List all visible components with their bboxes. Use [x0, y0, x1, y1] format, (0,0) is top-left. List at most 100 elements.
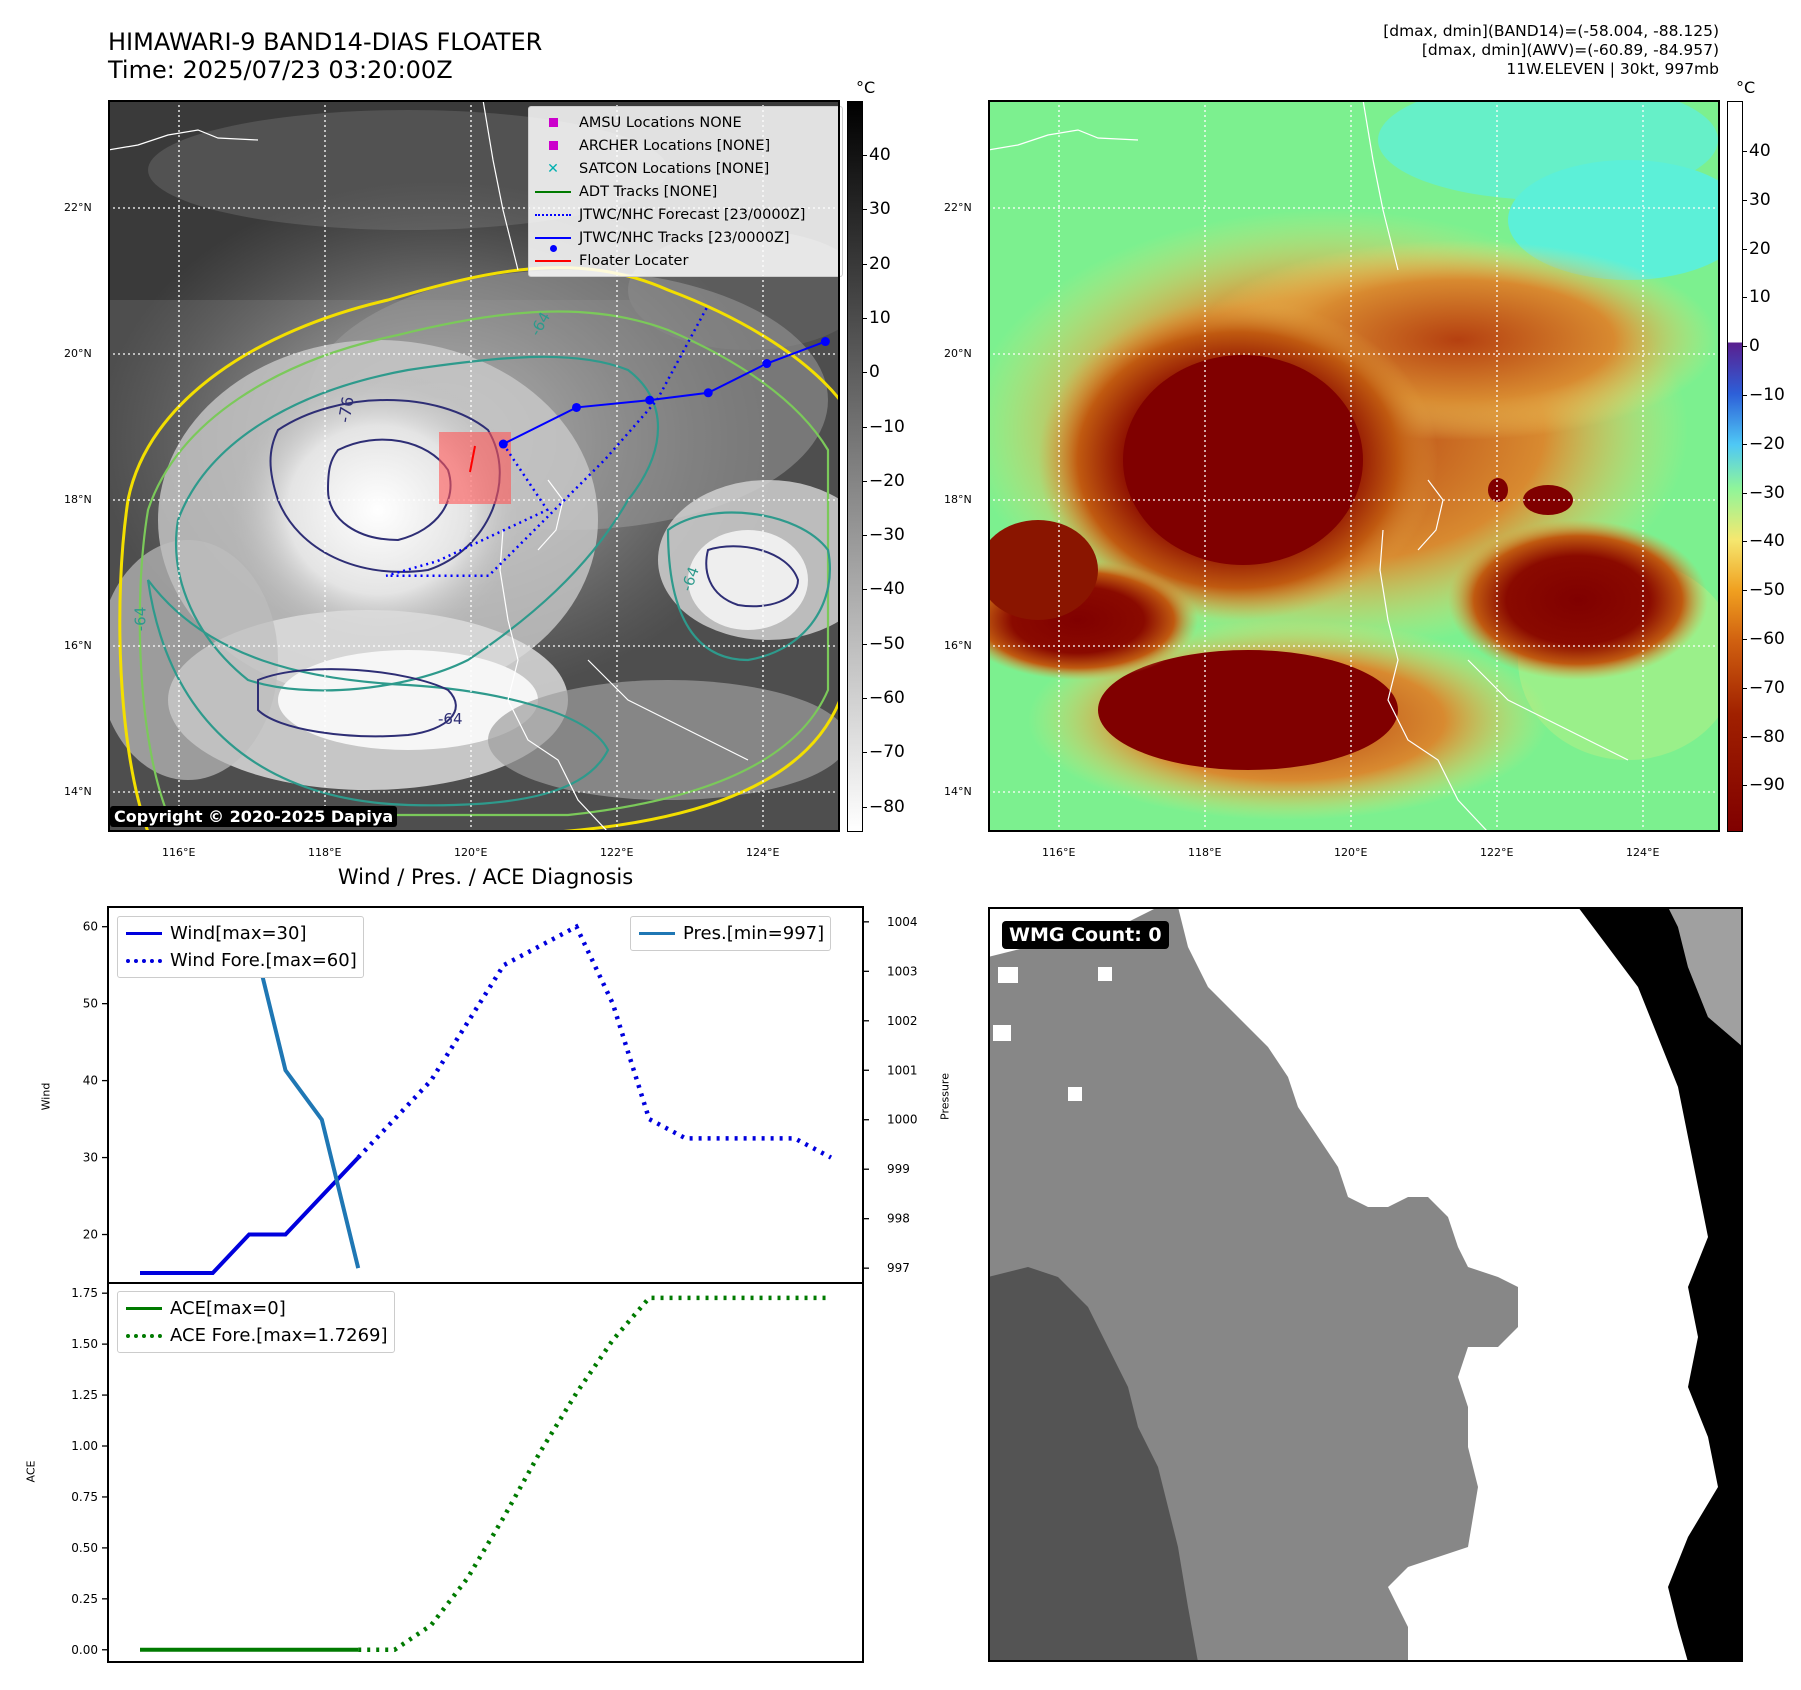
gray-colorbar-unit: °C — [856, 78, 876, 97]
pressure-axis-label: Pressure — [938, 1073, 952, 1120]
panel-frame — [988, 100, 1720, 832]
lon-label: 124°E — [746, 846, 780, 859]
magenta-square-icon — [533, 141, 573, 150]
colorbar-tick-mark — [1742, 248, 1747, 250]
panel-frame — [988, 907, 1743, 1662]
series-line — [356, 923, 833, 1160]
ace-axis-label: ACE — [24, 1460, 38, 1483]
y-tick-label: 0.75 — [71, 1490, 98, 1504]
lat-label: 22°N — [944, 201, 972, 214]
y-right-tick-label: 998 — [887, 1212, 910, 1226]
jtwc-track-line — [502, 340, 826, 445]
red-line-icon — [533, 259, 573, 262]
legend-archer: ARCHER Locations [NONE] — [533, 134, 838, 157]
wmg-image — [988, 907, 1743, 1662]
diagnosis-title: Wind / Pres. / ACE Diagnosis — [337, 865, 634, 889]
lon-label: 118°E — [308, 846, 342, 859]
y-right-tick-label: 1002 — [887, 1014, 918, 1028]
lat-label: 18°N — [64, 493, 92, 506]
colorbar-tick-label: −80 — [869, 796, 905, 817]
lat-label: 18°N — [944, 493, 972, 506]
colorbar-tick-mark — [1742, 297, 1747, 299]
lat-label: 16°N — [64, 639, 92, 652]
colorbar-tick-mark — [862, 535, 867, 537]
contour-label: -64 — [438, 710, 463, 728]
blue-dotted-line-icon — [124, 958, 164, 963]
y-tick-label: 0.25 — [71, 1592, 98, 1606]
colorbar-tick-mark — [862, 698, 867, 699]
stats-line-1: [dmax, dmin](BAND14)=(-58.004, -88.125) — [1383, 22, 1719, 40]
blue-line-dot-icon — [533, 236, 573, 252]
gray-colorbar — [847, 101, 863, 832]
lat-label: 16°N — [944, 639, 972, 652]
y-tick-label: 0.00 — [71, 1643, 98, 1657]
y-right-tick-label: 1001 — [887, 1063, 918, 1077]
colorbar-tick-label: 10 — [1749, 287, 1771, 308]
magenta-square-icon — [533, 118, 573, 127]
jtwc-track-point — [571, 402, 581, 412]
colorbar-tick-label: −10 — [869, 416, 905, 437]
colorbar-tick-label: 0 — [1749, 336, 1760, 357]
y-tick-label: 1.25 — [71, 1388, 98, 1402]
colorbar-tick-label: −50 — [869, 633, 905, 654]
legend-wind: Wind[max=30] — [124, 920, 357, 947]
lon-label: 116°E — [162, 846, 196, 859]
legend-amsu: AMSU Locations NONE — [533, 111, 838, 134]
colorbar-tick-label: −20 — [869, 470, 905, 491]
y-tick-label: 20 — [83, 1228, 98, 1242]
legend-pressure: Pres.[min=997] — [637, 920, 824, 947]
wind-legend: Wind[max=30] Wind Fore.[max=60] — [117, 916, 364, 978]
lat-label: 20°N — [64, 347, 92, 360]
colorbar-tick-label: 20 — [869, 253, 891, 274]
colorbar-tick-mark — [862, 317, 867, 319]
colorbar-tick-mark — [862, 589, 867, 591]
colorbar-tick-label: −90 — [1749, 775, 1785, 796]
colorbar-tick-label: −60 — [869, 688, 905, 708]
colorbar-tick-label: −10 — [1749, 385, 1785, 405]
lon-label: 120°E — [454, 846, 488, 859]
map-legend: AMSU Locations NONE ARCHER Locations [NO… — [528, 106, 843, 277]
satellite-color-image — [988, 100, 1720, 832]
lat-label: 20°N — [944, 347, 972, 360]
colorbar-tick-label: −30 — [869, 525, 905, 546]
green-line-icon — [124, 1307, 164, 1310]
y-right-tick-label: 1000 — [887, 1113, 918, 1127]
copyright-badge: Copyright © 2020-2025 Dapiya — [110, 806, 398, 827]
y-right-tick-label: 1004 — [887, 915, 918, 929]
y-tick-label: 50 — [83, 997, 98, 1011]
satellite-gray-panel: -64 -76 -64 -64 -64 AMSU Locations NONE … — [108, 100, 843, 832]
colorbar-tick-label: 40 — [869, 145, 891, 165]
colorbar-tick-label: 10 — [869, 307, 891, 328]
colorbar-tick-mark — [1742, 443, 1747, 445]
colorbar-tick-label: 20 — [1749, 238, 1771, 259]
y-tick-label: 1.50 — [71, 1337, 98, 1351]
title-line-1: HIMAWARI-9 BAND14-DIAS FLOATER — [108, 28, 543, 56]
lat-label: 14°N — [64, 785, 92, 798]
y-right-tick-label: 997 — [887, 1261, 910, 1275]
y-tick-label: 30 — [83, 1151, 98, 1165]
stats-line-2: [dmax, dmin](AWV)=(-60.89, -84.957) — [1421, 41, 1719, 59]
colorbar-tick-label: 30 — [1749, 189, 1771, 210]
colorbar-tick-mark — [1742, 151, 1747, 152]
lon-label: 124°E — [1626, 846, 1660, 859]
blue-dotted-line-icon — [533, 213, 573, 216]
colorbar-tick-label: 40 — [1749, 141, 1771, 161]
colorbar-tick-mark — [1742, 639, 1747, 640]
colorbar-tick-mark — [862, 372, 867, 374]
green-dotted-line-icon — [124, 1333, 164, 1338]
wind-axis-label: Wind — [39, 1082, 53, 1111]
y-tick-label: 1.75 — [71, 1286, 98, 1300]
colorbar-tick-mark — [1742, 541, 1747, 543]
jtwc-track-point — [820, 337, 830, 347]
legend-ace: ACE[max=0] — [124, 1295, 388, 1322]
legend-satcon: ✕ SATCON Locations [NONE] — [533, 157, 838, 180]
legend-adt: ADT Tracks [NONE] — [533, 180, 838, 203]
plot-frame — [107, 1282, 864, 1663]
stats-block: [dmax, dmin](BAND14)=(-58.004, -88.125) … — [1383, 22, 1719, 79]
colorbar-tick-label: −80 — [1749, 726, 1785, 747]
x-marker-icon: ✕ — [547, 160, 559, 177]
green-line-icon — [533, 190, 573, 193]
stats-line-3: 11W.ELEVEN | 30kt, 997mb — [1506, 60, 1719, 78]
y-right-tick-label: 999 — [887, 1162, 910, 1176]
colorbar-tick-mark — [862, 155, 867, 156]
